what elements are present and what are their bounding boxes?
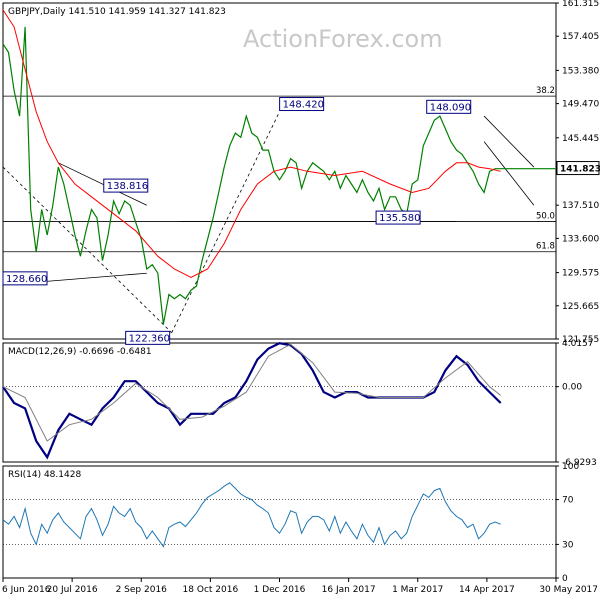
price-annotation-label: 122.360 [129, 333, 170, 344]
x-tick-label: 14 Apr 2017 [459, 585, 515, 595]
series-layer [2, 9, 556, 548]
price-annotation-box [125, 330, 171, 345]
x-tick-label: 30 May 2017 [539, 585, 598, 595]
channel-line [483, 141, 535, 206]
y-tick-label: 30 [562, 540, 574, 550]
series-line-signal [2, 343, 502, 442]
y-tick-label: 145.445 [562, 134, 599, 144]
price-annotation-box [375, 210, 421, 225]
y-tick-label: 153.380 [562, 66, 599, 76]
price-annotation-box [103, 178, 149, 193]
fib-level-label: 38.2 [536, 86, 555, 96]
series-line-rsi [2, 482, 501, 548]
fib-level-label: 50.0 [536, 212, 555, 222]
macd-pane [2, 342, 557, 463]
x-tick-label: 20 Jul 2016 [47, 585, 98, 595]
rsi-pane [2, 465, 557, 579]
price-pane [2, 2, 557, 340]
level-layer: 38.2 50.0 61.8 [2, 86, 556, 545]
trend-line [58, 162, 147, 206]
y-tick-label: 161.315 [562, 0, 599, 9]
series-line-gbpjpy [2, 26, 556, 325]
macd-header: MACD(12,26,9) -0.6696 -0.6481 [8, 347, 152, 357]
y-tick-label: 4.0157 [562, 339, 594, 349]
rsi-header: RSI(14) 48.1428 [8, 470, 81, 480]
price-annotation-label: 138.816 [107, 181, 148, 192]
x-tick-label: 16 Jan 2017 [322, 585, 376, 595]
y-tick-label: -6.9293 [562, 458, 597, 468]
price-annotation-label: 148.090 [430, 102, 471, 113]
x-tick-label: 18 Oct 2016 [183, 585, 239, 595]
y-tick-label: 70 [562, 496, 574, 506]
trend-line [171, 111, 280, 333]
y-tick-label: 133.600 [562, 234, 599, 244]
x-tick-label: 1 Dec 2016 [254, 585, 306, 595]
y-tick-label: 0.00 [562, 383, 582, 393]
y-tick-labels: 161.315 157.405 153.380 149.470 145.445 141.8… [556, 0, 600, 584]
price-annotation-box [2, 271, 48, 286]
price-annotation-box [426, 99, 472, 114]
price-annotation-box [279, 97, 325, 112]
trend-line [41, 272, 147, 283]
y-tick-label: 157.405 [562, 32, 599, 42]
y-tick-label: 137.510 [562, 201, 599, 211]
price-annotation-label: 135.580 [379, 213, 420, 224]
y-tick-label: 149.470 [562, 100, 599, 110]
x-tick-label: 1 Mar 2017 [392, 585, 443, 595]
channel-line [483, 115, 535, 168]
last-price-box [556, 161, 600, 176]
watermark-text: ActionForex.com [243, 25, 443, 53]
y-tick-label: 121.755 [562, 335, 599, 345]
price-annotation-label: 148.420 [283, 100, 324, 111]
y-tick-label: 125.665 [562, 302, 599, 312]
fib-level-label: 61.8 [536, 242, 555, 252]
price-header: GBPJPY,Daily 141.510 141.959 141.327 141… [8, 7, 226, 17]
y-tick-label: 100 [562, 462, 579, 472]
y-tick-label: 129.575 [562, 269, 599, 279]
y-tick-label: 0 [562, 574, 568, 584]
last-price-label: 141.823 [560, 165, 600, 175]
x-tick-label: 6 Jun 2016 [2, 585, 51, 595]
annotation-layer: 148.420 148.090 138.816 135.580 128.660 122.3… [2, 97, 472, 345]
x-tick-label: 2 Sep 2016 [116, 585, 168, 595]
price-annotation-label: 128.660 [6, 274, 47, 285]
series-line-sma [2, 9, 501, 279]
